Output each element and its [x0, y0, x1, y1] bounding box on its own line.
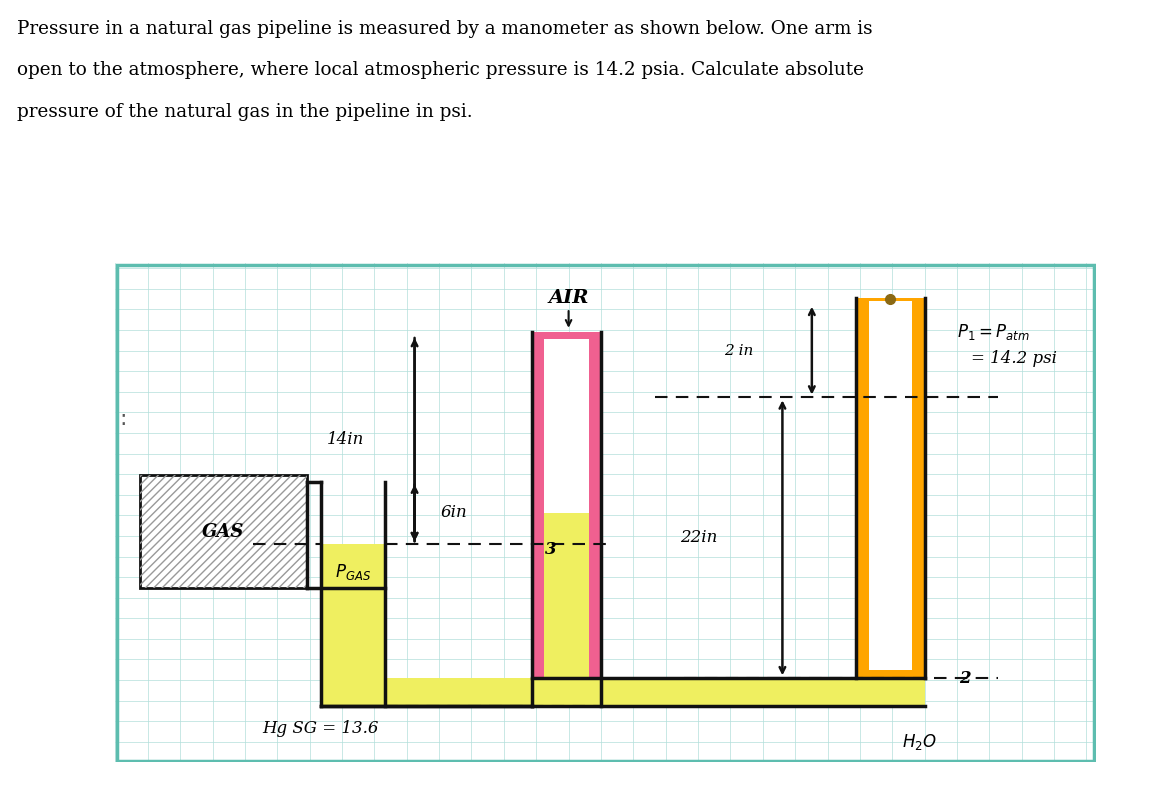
- Text: 2: 2: [959, 670, 971, 687]
- Bar: [140, 476, 307, 588]
- Text: 2 in: 2 in: [724, 343, 752, 358]
- Text: AIR: AIR: [548, 288, 589, 307]
- Text: open to the atmosphere, where local atmospheric pressure is 14.2 psia. Calculate: open to the atmosphere, where local atmo…: [17, 61, 864, 79]
- Bar: [532, 678, 924, 707]
- Bar: [869, 301, 912, 670]
- Bar: [321, 544, 385, 707]
- Text: pressure of the natural gas in the pipeline in psi.: pressure of the natural gas in the pipel…: [17, 103, 473, 121]
- Text: Pressure in a natural gas pipeline is measured by a manometer as shown below. On: Pressure in a natural gas pipeline is me…: [17, 20, 872, 38]
- Text: = 14.2 psi: = 14.2 psi: [971, 350, 1057, 366]
- Text: $P_1 = P_{atm}$: $P_1 = P_{atm}$: [957, 322, 1029, 342]
- Text: :: :: [120, 410, 127, 429]
- Text: 22in: 22in: [681, 529, 718, 546]
- Text: 6in: 6in: [441, 505, 467, 521]
- Bar: [532, 332, 601, 707]
- Bar: [544, 340, 590, 512]
- Text: 14in: 14in: [328, 432, 365, 448]
- Text: 3: 3: [545, 541, 557, 557]
- Text: $H_2O$: $H_2O$: [902, 733, 937, 752]
- Bar: [544, 512, 590, 699]
- Text: Hg SG = 13.6: Hg SG = 13.6: [262, 720, 379, 736]
- Bar: [321, 678, 532, 707]
- Bar: [856, 298, 924, 678]
- Text: GAS: GAS: [202, 523, 245, 541]
- Bar: [140, 476, 307, 588]
- Text: $P_{GAS}$: $P_{GAS}$: [335, 562, 370, 582]
